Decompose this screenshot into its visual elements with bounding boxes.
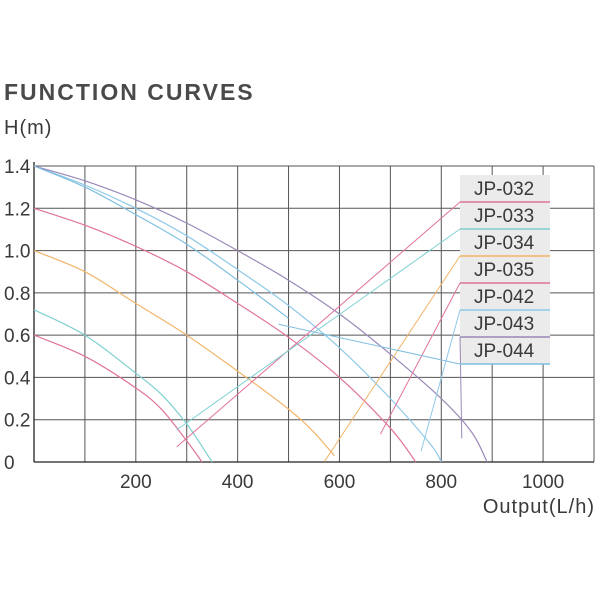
y-tick-label: 0.6: [4, 326, 30, 347]
curve-jp-044: [33, 165, 289, 319]
y-tick-label: 0.4: [4, 368, 31, 389]
legend: JP-032 JP-033 JP-034 JP-035 JP-042 JP-043 JP-0…: [176, 175, 550, 462]
y-tick-label: 0.2: [4, 411, 30, 432]
axes: [33, 162, 594, 463]
legend-label: JP-042: [474, 287, 534, 308]
curve-jp-032: [33, 334, 203, 463]
x-tick-label: 200: [120, 472, 152, 493]
legend-label: JP-032: [474, 179, 534, 200]
curve-jp-034: [33, 250, 335, 457]
y-tick-label: 0: [4, 453, 15, 474]
y-tick-label: 1.0: [4, 242, 30, 263]
x-axis-label: Output(L/h): [483, 496, 595, 518]
curve-jp-043: [33, 165, 488, 463]
curve-jp-042: [33, 165, 442, 463]
legend-label: JP-043: [474, 314, 534, 335]
x-tick-label: 800: [425, 472, 457, 493]
leader-line-jp-043: [459, 336, 463, 439]
legend-background: [460, 175, 550, 364]
legend-label: JP-034: [474, 233, 535, 254]
leader-line-jp-042: [420, 309, 461, 452]
leader-line-jp-033: [176, 228, 461, 431]
curve-jp-033: [33, 309, 213, 463]
legend-label: JP-044: [474, 341, 535, 362]
y-tick-label: 1.4: [4, 157, 31, 178]
leader-line-jp-034: [323, 255, 461, 462]
performance-curves: [33, 165, 488, 463]
curve-jp-035: [33, 207, 417, 463]
legend-label: JP-033: [474, 206, 534, 227]
chart-title: FUNCTION CURVES: [4, 79, 255, 105]
leader-line-jp-035: [379, 282, 461, 435]
legend-label: JP-035: [474, 260, 534, 281]
y-tick-label: 1.2: [4, 199, 30, 220]
x-tick-label: 400: [222, 472, 254, 493]
y-tick-label: 0.8: [4, 284, 30, 305]
x-tick-label: 600: [324, 472, 356, 493]
leader-line-jp-032: [176, 201, 461, 448]
y-axis-label: H(m): [4, 117, 52, 139]
leader-line-jp-044: [278, 323, 461, 365]
tick-labels: 200 400 600 800 1000 0 0.2 0.4 0.6 0.8 1.0 1.2 1.4: [4, 157, 564, 493]
x-tick-label: 1000: [522, 472, 564, 493]
